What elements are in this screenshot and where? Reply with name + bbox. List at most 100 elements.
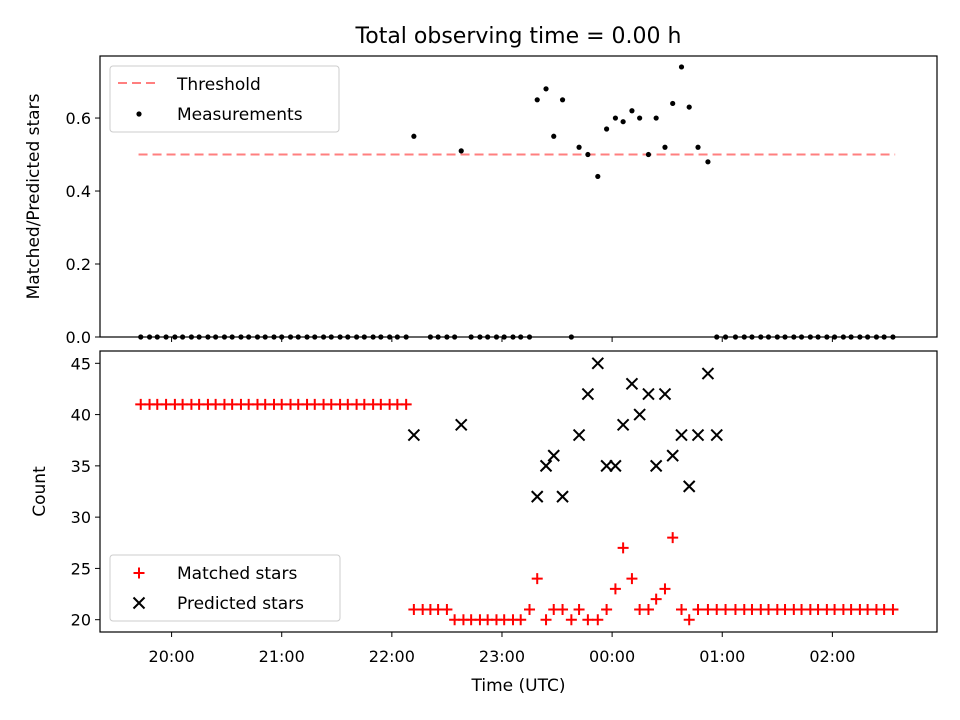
measurement-point [458, 148, 464, 154]
bottom-ytick-label: 45 [71, 354, 91, 373]
bottom-ytick-label: 25 [71, 559, 91, 578]
predicted-star-point [531, 490, 544, 503]
matched-star-point [887, 603, 899, 615]
measurement-point [146, 334, 153, 340]
matched-star-point [683, 614, 695, 626]
matched-star-point [609, 583, 621, 595]
top-legend: Threshold Measurements [109, 65, 340, 133]
measurement-point [518, 334, 524, 340]
matched-star-point [667, 532, 679, 544]
bottom-y-axis-label: Count [30, 466, 50, 517]
matched-star-point [565, 614, 577, 626]
bottom-y-ticks: 20 25 30 35 40 45 [71, 354, 100, 630]
measurement-point [873, 334, 880, 340]
predicted-star-point [701, 367, 715, 380]
matched-star-point [626, 573, 638, 585]
top-ytick-label: 0.0 [66, 328, 91, 347]
measurement-point [551, 133, 557, 139]
predicted-star-point [633, 408, 646, 421]
legend-measurements-label: Measurements [177, 105, 303, 125]
predicted-star-point [682, 480, 696, 493]
measurement-point [765, 334, 772, 340]
measurement-point [172, 334, 178, 340]
measurement-point [345, 334, 351, 340]
measurement-point [629, 108, 635, 114]
predicted-star-point [609, 459, 622, 473]
matched-star-point [441, 603, 453, 615]
measurement-point [287, 334, 294, 340]
xtick-label: 01:00 [699, 647, 745, 666]
top-legend-box [109, 65, 340, 133]
measurement-point [865, 334, 871, 340]
matched-star-point [675, 603, 687, 615]
measurement-point [526, 334, 533, 340]
legend-plus-glyph [133, 567, 145, 579]
matched-star-point [601, 603, 613, 615]
measurement-point [678, 64, 685, 70]
predicted-star-point [616, 418, 630, 432]
measurement-point [246, 334, 252, 340]
matched-star-point [573, 603, 585, 615]
matched-star-point [642, 603, 654, 615]
measurement-point [758, 334, 764, 340]
top-y-axis-label: Matched/Predicted stars [24, 93, 44, 299]
xtick-label: 02:00 [809, 647, 855, 666]
matched-star-point [692, 603, 704, 615]
measurement-point [848, 334, 854, 340]
measurement-point [378, 334, 384, 340]
predicted-star-point [658, 387, 672, 401]
measurement-point [612, 115, 619, 121]
predicted-star-point [666, 449, 679, 462]
predicted-star-point [642, 387, 655, 401]
chart-title: Total observing time = 0.00 h [355, 24, 682, 49]
top-ytick-label: 0.2 [66, 255, 91, 274]
measurement-point [452, 334, 458, 340]
bottom-ytick-label: 20 [71, 611, 91, 630]
measurement-point [807, 334, 813, 340]
measurement-point [444, 334, 450, 340]
xtick-label: 00:00 [589, 647, 635, 666]
bottom-plot-frame [99, 350, 938, 633]
measurement-point [254, 334, 261, 340]
measurement-point [312, 334, 318, 340]
predicted-star-point [581, 387, 595, 401]
measurement-point [154, 334, 160, 340]
predicted-star-point [675, 428, 688, 442]
measurement-point [387, 334, 393, 340]
legend-matched-marker [133, 567, 145, 579]
predicted-star-point [539, 459, 553, 473]
measurement-point [205, 334, 211, 340]
measurement-point [534, 97, 540, 103]
measurement-point [262, 334, 268, 340]
measurement-point [798, 334, 805, 340]
measurement-point [662, 144, 668, 150]
measurement-point [791, 334, 797, 340]
measurement-point [354, 334, 360, 340]
matched-star-point [720, 603, 732, 615]
measurement-point [559, 97, 566, 103]
measurement-point [595, 173, 601, 180]
predicted-star-point [455, 418, 468, 432]
measurement-point [394, 334, 400, 340]
measurement-point [493, 334, 500, 340]
measurement-point [196, 334, 202, 340]
matched-star-point [524, 603, 536, 615]
predicted-star-point [691, 428, 705, 442]
measurement-point [881, 334, 887, 340]
measurement-point [370, 334, 376, 340]
matched-star-point [400, 398, 412, 410]
top-y-ticks: 0.0 0.2 0.4 0.6 [66, 109, 100, 347]
predicted-star-point [600, 459, 613, 473]
matched-star-point [582, 614, 594, 626]
measurement-point [637, 115, 643, 121]
bottom-ytick-label: 40 [71, 406, 91, 425]
measurement-point [741, 334, 747, 340]
predicted-star-point [556, 490, 569, 503]
bottom-x-ticks: 20:00 21:00 22:00 23:00 00:00 01:00 02:00 [149, 632, 855, 666]
matched-star-point [531, 573, 543, 585]
matched-star-point [540, 614, 552, 626]
legend-predicted-label: Predicted stars [177, 594, 304, 614]
predicted-star-point [591, 357, 605, 370]
measurement-point [774, 334, 780, 340]
